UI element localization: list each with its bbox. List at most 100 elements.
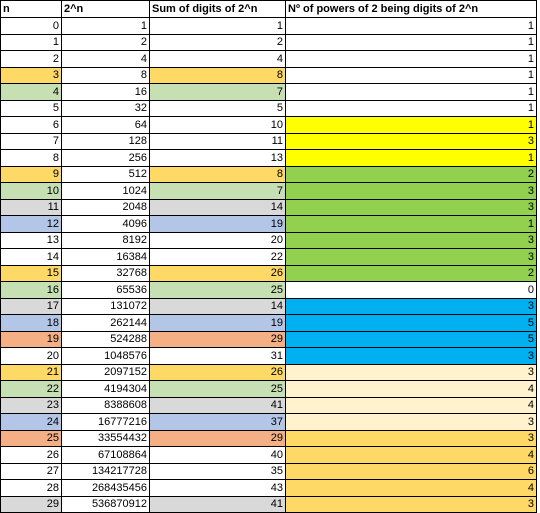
- cell-powers-count[interactable]: 6: [285, 462, 537, 480]
- cell-n[interactable]: 19: [0, 330, 62, 348]
- cell-powers-count[interactable]: 1: [285, 50, 537, 68]
- cell-power[interactable]: 16384: [61, 248, 150, 266]
- cell-power[interactable]: 8192: [61, 231, 150, 249]
- cell-n[interactable]: 3: [0, 66, 62, 84]
- cell-powers-count[interactable]: 1: [285, 215, 537, 233]
- header-n[interactable]: n: [0, 0, 62, 18]
- cell-digit-sum[interactable]: 41: [149, 396, 286, 414]
- cell-n[interactable]: 21: [0, 363, 62, 381]
- cell-digit-sum[interactable]: 8: [149, 66, 286, 84]
- cell-powers-count[interactable]: 3: [285, 182, 537, 200]
- cell-digit-sum[interactable]: 7: [149, 83, 286, 101]
- cell-power[interactable]: 1: [61, 17, 150, 35]
- cell-power[interactable]: 67108864: [61, 446, 150, 464]
- cell-n[interactable]: 24: [0, 413, 62, 431]
- cell-power[interactable]: 1024: [61, 182, 150, 200]
- cell-power[interactable]: 32: [61, 99, 150, 117]
- cell-power[interactable]: 524288: [61, 330, 150, 348]
- cell-powers-count[interactable]: 1: [285, 116, 537, 134]
- cell-digit-sum[interactable]: 13: [149, 149, 286, 167]
- cell-digit-sum[interactable]: 31: [149, 347, 286, 365]
- cell-digit-sum[interactable]: 5: [149, 99, 286, 117]
- cell-n[interactable]: 13: [0, 231, 62, 249]
- cell-digit-sum[interactable]: 14: [149, 198, 286, 216]
- cell-powers-count[interactable]: 5: [285, 314, 537, 332]
- cell-n[interactable]: 9: [0, 165, 62, 183]
- cell-n[interactable]: 29: [0, 495, 62, 513]
- cell-digit-sum[interactable]: 10: [149, 116, 286, 134]
- cell-powers-count[interactable]: 3: [285, 231, 537, 249]
- cell-digit-sum[interactable]: 20: [149, 231, 286, 249]
- cell-n[interactable]: 12: [0, 215, 62, 233]
- cell-digit-sum[interactable]: 40: [149, 446, 286, 464]
- cell-powers-count[interactable]: 5: [285, 330, 537, 348]
- cell-powers-count[interactable]: 1: [285, 149, 537, 167]
- cell-digit-sum[interactable]: 8: [149, 165, 286, 183]
- cell-power[interactable]: 512: [61, 165, 150, 183]
- cell-digit-sum[interactable]: 11: [149, 132, 286, 150]
- cell-power[interactable]: 33554432: [61, 429, 150, 447]
- cell-powers-count[interactable]: 1: [285, 17, 537, 35]
- cell-n[interactable]: 28: [0, 479, 62, 497]
- cell-power[interactable]: 2048: [61, 198, 150, 216]
- header-powers-count[interactable]: Nº of powers of 2 being digits of 2^n: [285, 0, 537, 18]
- cell-powers-count[interactable]: 2: [285, 165, 537, 183]
- cell-digit-sum[interactable]: 35: [149, 462, 286, 480]
- cell-power[interactable]: 65536: [61, 281, 150, 299]
- cell-digit-sum[interactable]: 19: [149, 215, 286, 233]
- cell-digit-sum[interactable]: 43: [149, 479, 286, 497]
- cell-power[interactable]: 2: [61, 33, 150, 51]
- cell-digit-sum[interactable]: 25: [149, 380, 286, 398]
- cell-power[interactable]: 4: [61, 50, 150, 68]
- cell-n[interactable]: 6: [0, 116, 62, 134]
- cell-n[interactable]: 14: [0, 248, 62, 266]
- cell-n[interactable]: 4: [0, 83, 62, 101]
- cell-powers-count[interactable]: 3: [285, 413, 537, 431]
- cell-n[interactable]: 27: [0, 462, 62, 480]
- cell-powers-count[interactable]: 4: [285, 396, 537, 414]
- cell-n[interactable]: 17: [0, 297, 62, 315]
- cell-n[interactable]: 15: [0, 264, 62, 282]
- cell-powers-count[interactable]: 2: [285, 264, 537, 282]
- cell-power[interactable]: 16777216: [61, 413, 150, 431]
- cell-n[interactable]: 22: [0, 380, 62, 398]
- cell-power[interactable]: 4096: [61, 215, 150, 233]
- cell-n[interactable]: 26: [0, 446, 62, 464]
- cell-powers-count[interactable]: 3: [285, 429, 537, 447]
- cell-digit-sum[interactable]: 2: [149, 33, 286, 51]
- cell-power[interactable]: 131072: [61, 297, 150, 315]
- cell-power[interactable]: 268435456: [61, 479, 150, 497]
- cell-powers-count[interactable]: 1: [285, 33, 537, 51]
- cell-digit-sum[interactable]: 29: [149, 429, 286, 447]
- cell-powers-count[interactable]: 1: [285, 66, 537, 84]
- cell-digit-sum[interactable]: 37: [149, 413, 286, 431]
- cell-powers-count[interactable]: 3: [285, 495, 537, 513]
- cell-n[interactable]: 1: [0, 33, 62, 51]
- cell-digit-sum[interactable]: 14: [149, 297, 286, 315]
- cell-power[interactable]: 16: [61, 83, 150, 101]
- cell-powers-count[interactable]: 4: [285, 479, 537, 497]
- cell-powers-count[interactable]: 4: [285, 446, 537, 464]
- cell-n[interactable]: 7: [0, 132, 62, 150]
- cell-digit-sum[interactable]: 19: [149, 314, 286, 332]
- cell-digit-sum[interactable]: 4: [149, 50, 286, 68]
- cell-powers-count[interactable]: 3: [285, 132, 537, 150]
- cell-digit-sum[interactable]: 41: [149, 495, 286, 513]
- cell-power[interactable]: 64: [61, 116, 150, 134]
- cell-powers-count[interactable]: 0: [285, 281, 537, 299]
- cell-power[interactable]: 128: [61, 132, 150, 150]
- cell-powers-count[interactable]: 3: [285, 297, 537, 315]
- cell-power[interactable]: 32768: [61, 264, 150, 282]
- cell-digit-sum[interactable]: 26: [149, 363, 286, 381]
- cell-power[interactable]: 8: [61, 66, 150, 84]
- cell-digit-sum[interactable]: 25: [149, 281, 286, 299]
- cell-digit-sum[interactable]: 7: [149, 182, 286, 200]
- cell-power[interactable]: 8388608: [61, 396, 150, 414]
- cell-digit-sum[interactable]: 1: [149, 17, 286, 35]
- cell-digit-sum[interactable]: 26: [149, 264, 286, 282]
- cell-n[interactable]: 2: [0, 50, 62, 68]
- header-power[interactable]: 2^n: [61, 0, 150, 18]
- cell-n[interactable]: 23: [0, 396, 62, 414]
- cell-powers-count[interactable]: 3: [285, 363, 537, 381]
- cell-n[interactable]: 16: [0, 281, 62, 299]
